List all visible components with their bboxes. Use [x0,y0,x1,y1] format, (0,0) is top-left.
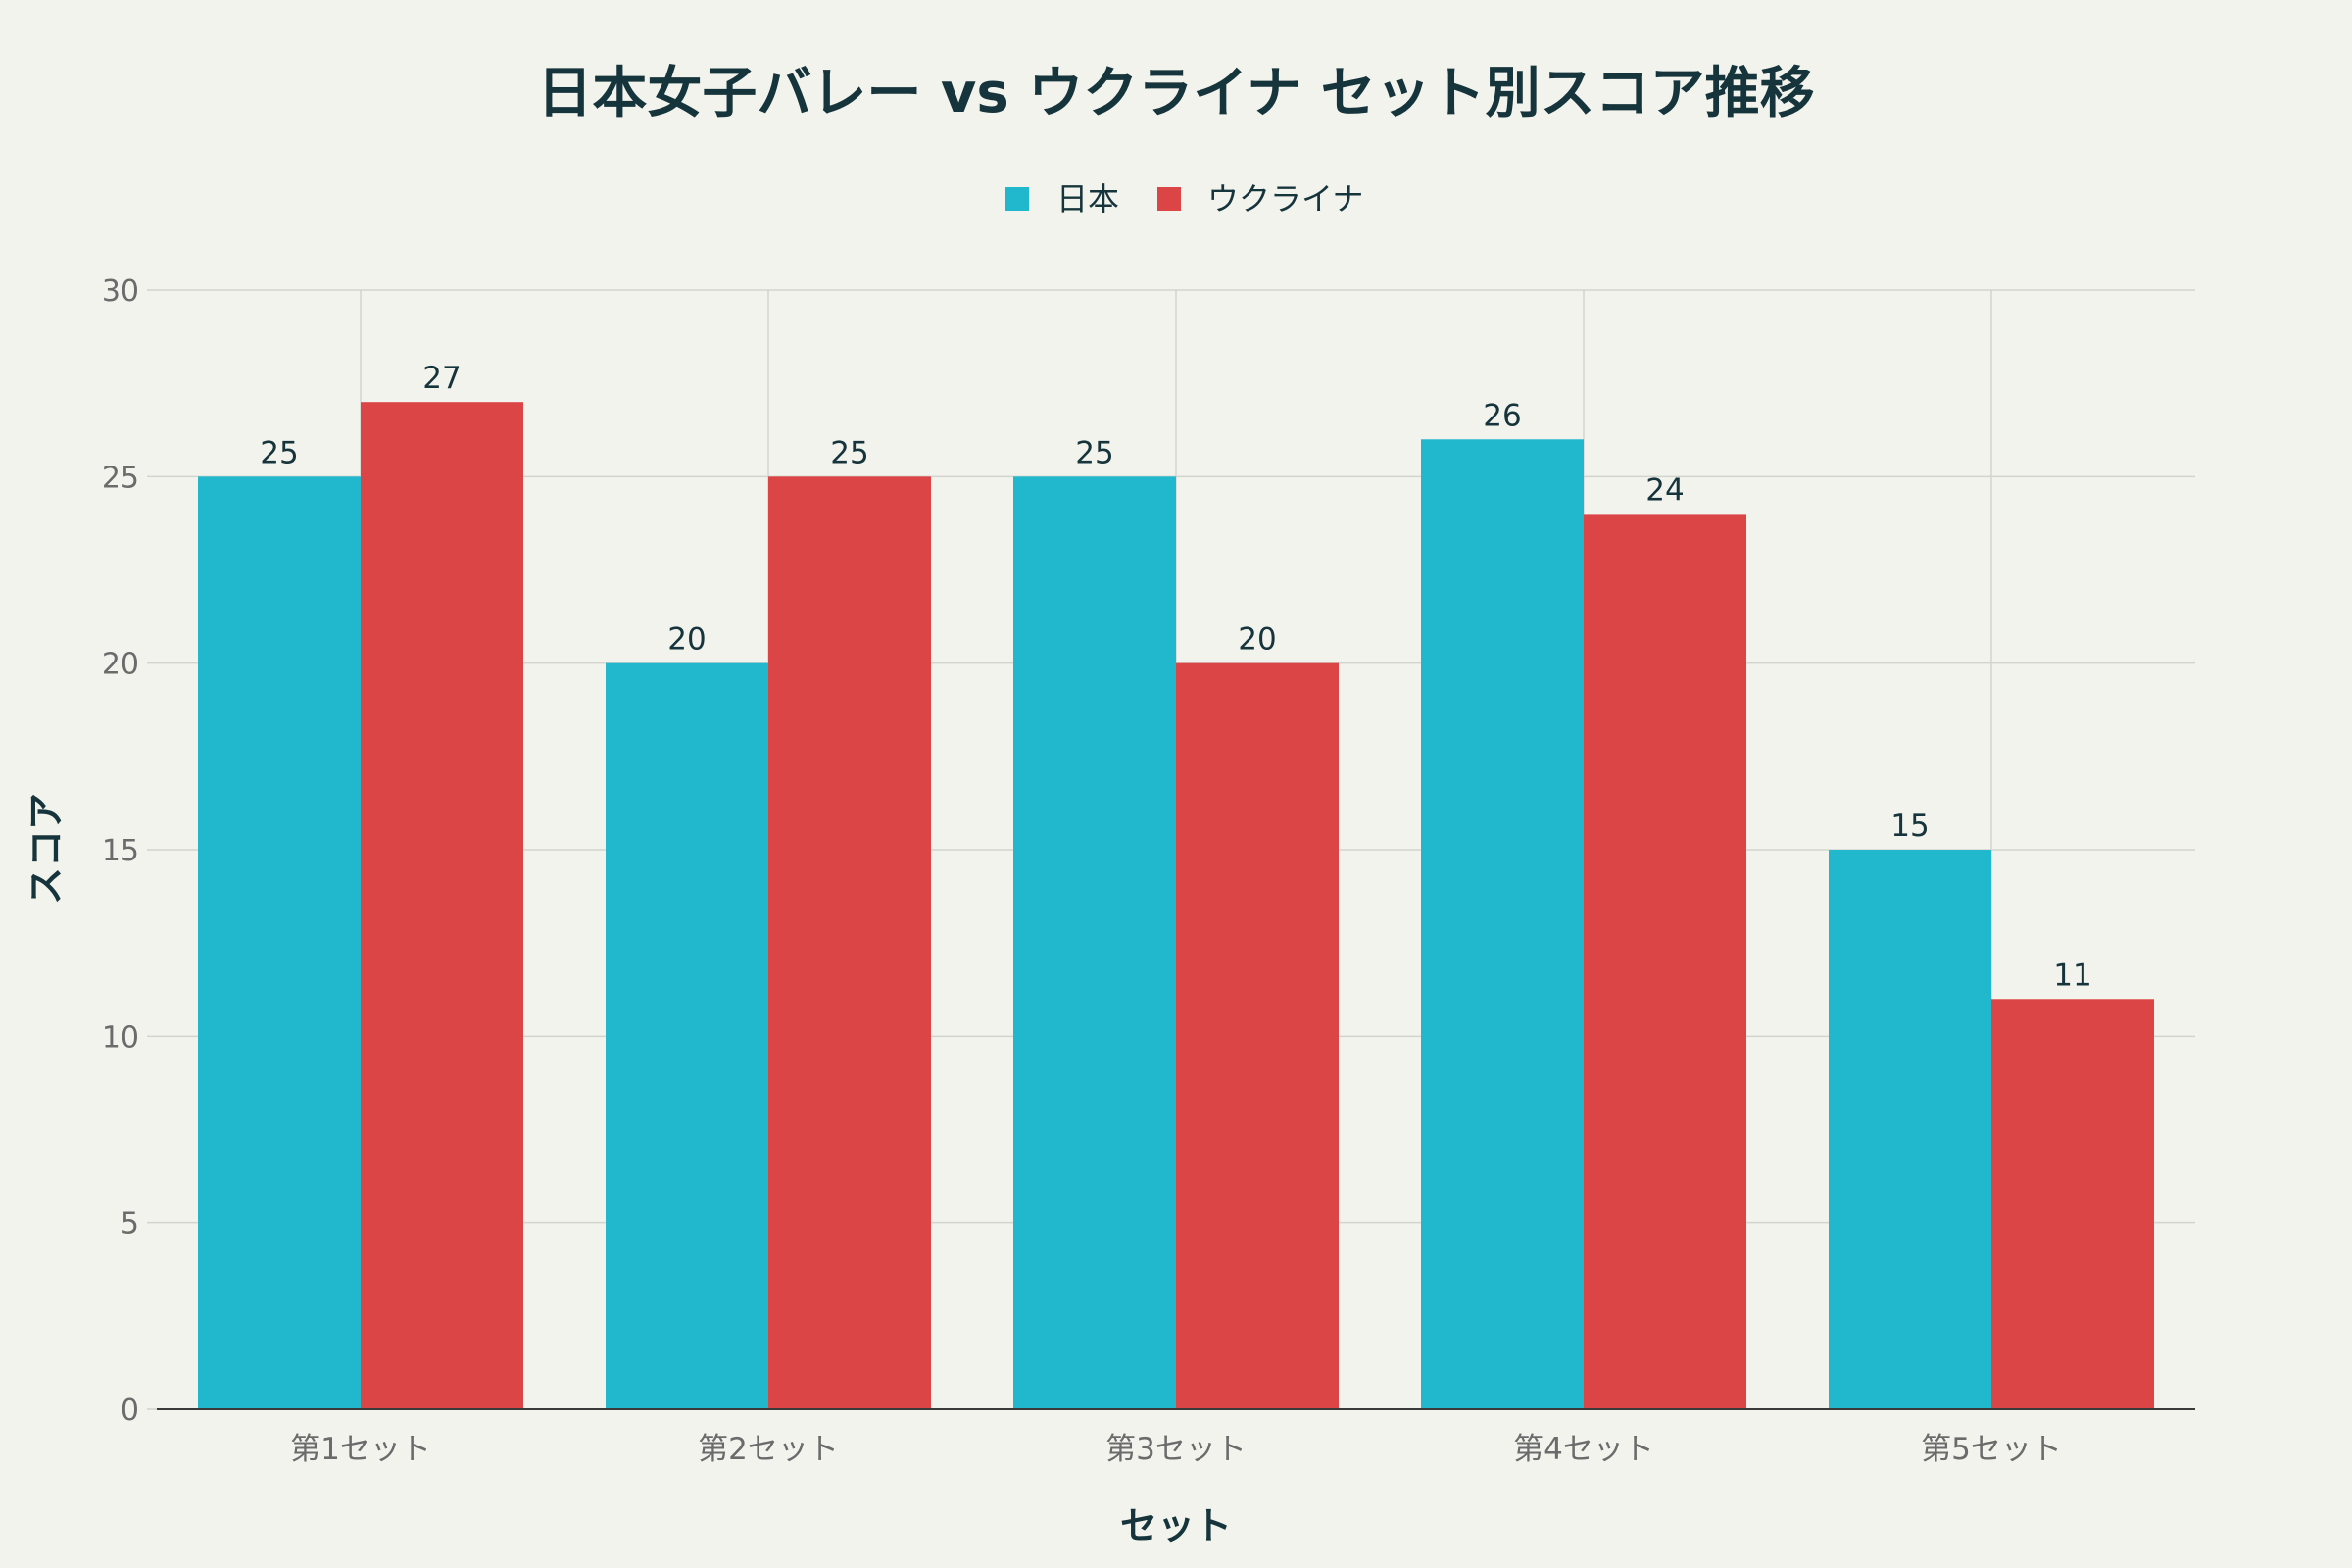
y-tick-label: 10 [102,1020,139,1054]
bar-ukraine[interactable] [1991,999,2154,1409]
y-tick-label: 0 [121,1394,139,1428]
bar-japan[interactable] [1421,439,1584,1409]
bar-japan[interactable] [606,662,768,1409]
chart-title: 日本女子バレー vs ウクライナ セット別スコア推移 [537,62,1814,125]
legend: 日本 ウクライナ [1005,180,1363,218]
bar-japan[interactable] [198,476,361,1409]
data-label: 26 [1483,398,1521,433]
x-tick-label: 第5セット [1921,1432,2062,1467]
data-label: 11 [2053,957,2091,993]
y-tick-label: 5 [121,1207,139,1242]
y-axis-title: スコア [24,793,68,905]
bar-ukraine[interactable] [1176,662,1339,1409]
y-tick-label: 25 [102,461,139,495]
legend-label-ukraine[interactable]: ウクライナ [1207,180,1363,218]
bar-japan[interactable] [1829,850,1991,1409]
y-tick-label: 15 [102,834,139,868]
data-label: 20 [1238,622,1276,658]
y-tick-label: 20 [102,648,139,682]
data-label: 25 [260,435,298,470]
data-label: 24 [1645,472,1684,508]
data-labels: 25 20 25 26 15 27 25 20 24 11 [260,361,2091,993]
data-label: 25 [1075,435,1113,470]
x-tick-label: 第4セット [1513,1432,1654,1467]
bar-ukraine[interactable] [361,402,523,1410]
data-label: 27 [422,361,461,396]
data-label: 20 [667,622,706,658]
bars [198,402,2154,1410]
y-tick-label: 30 [102,274,139,309]
bar-ukraine[interactable] [768,476,931,1409]
x-tick-label: 第1セット [290,1432,431,1467]
data-label: 15 [1890,808,1929,844]
bar-japan[interactable] [1013,476,1176,1409]
x-tick-label: 第2セット [698,1432,839,1467]
legend-label-japan[interactable]: 日本 [1056,180,1119,218]
legend-swatch-ukraine [1157,187,1181,211]
x-tick-label: 第3セット [1105,1432,1247,1467]
x-axis-title: セット [1120,1504,1232,1547]
bar-ukraine[interactable] [1584,514,1746,1409]
axes: 0 5 10 15 20 25 30 第1セット 第2セット 第3セット 第4セット 第5セット [102,274,2195,1467]
legend-swatch-japan [1005,187,1029,211]
data-label: 25 [830,435,868,470]
